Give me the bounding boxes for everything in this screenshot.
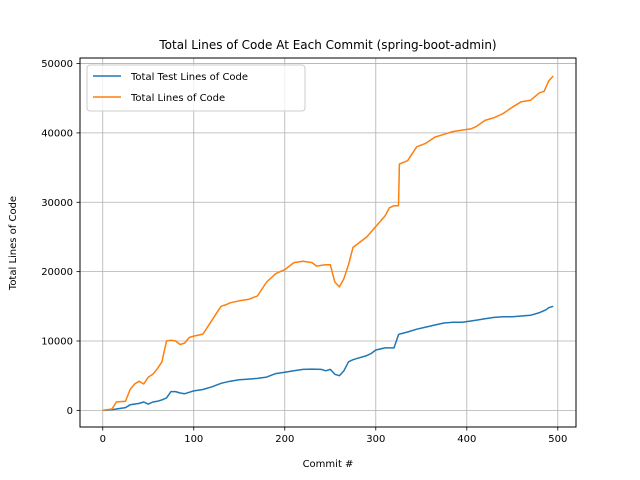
legend-label-total-loc: Total Lines of Code <box>130 93 225 104</box>
y-tick-label: 20000 <box>41 267 73 278</box>
axis-ticks: 0 100 200 300 400 500 0 10000 20000 30000 40000 500… <box>41 59 567 445</box>
x-tick-label: 200 <box>275 434 294 445</box>
series-line-total-loc <box>102 75 554 412</box>
grid <box>80 58 576 427</box>
y-tick-label: 40000 <box>41 128 73 139</box>
plot-frame <box>79 57 577 428</box>
y-tick-label: 10000 <box>41 336 73 347</box>
y-tick-label: 50000 <box>41 59 73 70</box>
x-tick-label: 500 <box>548 434 567 445</box>
legend-label-test-loc: Total Test Lines of Code <box>130 72 248 83</box>
x-tick-label: 0 <box>100 434 106 445</box>
y-tick-label: 0 <box>67 406 73 417</box>
x-tick-label: 100 <box>184 434 203 445</box>
legend-box <box>86 64 306 112</box>
x-tick-label: 300 <box>366 434 385 445</box>
y-tick-label: 30000 <box>41 198 73 209</box>
series-line-test-loc <box>102 305 554 412</box>
legend: Total Test Lines of Code Total Lines of … <box>86 64 306 112</box>
x-axis-label: Commit # <box>303 459 354 470</box>
series-lines <box>102 75 554 412</box>
x-tick-label: 400 <box>457 434 476 445</box>
chart-title: Total Lines of Code At Each Commit (spri… <box>158 38 496 52</box>
y-axis-label: Total Lines of Code <box>8 196 19 291</box>
